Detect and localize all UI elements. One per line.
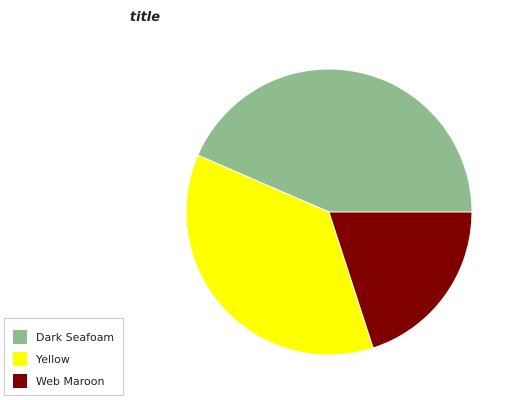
legend-swatch-web-maroon bbox=[13, 374, 27, 388]
legend: Dark Seafoam Yellow Web Maroon bbox=[4, 318, 124, 396]
pie-slice-web-maroon bbox=[328, 211, 473, 349]
legend-swatch-yellow bbox=[13, 352, 27, 366]
legend-item-web-maroon: Web Maroon bbox=[13, 370, 123, 392]
pie-slice-dark-seafoam bbox=[197, 68, 473, 213]
legend-label-dark-seafoam: Dark Seafoam bbox=[36, 330, 115, 344]
legend-label-web-maroon: Web Maroon bbox=[36, 374, 105, 388]
pie-slice-yellow bbox=[185, 154, 374, 356]
legend-label-yellow: Yellow bbox=[36, 352, 70, 366]
legend-item-yellow: Yellow bbox=[13, 348, 123, 370]
legend-swatch-dark-seafoam bbox=[13, 330, 27, 344]
chart-title: title bbox=[129, 10, 161, 25]
legend-item-dark-seafoam: Dark Seafoam bbox=[13, 326, 123, 348]
